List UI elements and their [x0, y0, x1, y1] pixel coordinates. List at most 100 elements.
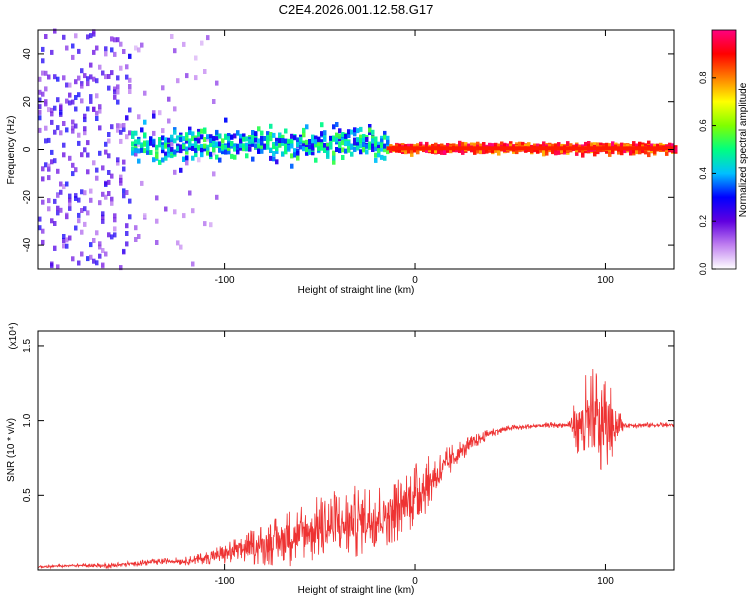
spectrogram-cell [152, 110, 156, 116]
spectrogram-cell [86, 152, 90, 158]
spectrogram-cell [80, 83, 84, 89]
spectrogram-cell [227, 142, 231, 148]
spectrogram-cell [425, 147, 429, 153]
spectrogram-cell [176, 135, 180, 141]
spectrogram-cell [203, 146, 207, 152]
spectrogram-cell [269, 132, 273, 137]
spectrogram-cell [209, 222, 213, 228]
spectrogram-cell [92, 76, 96, 82]
spectrogram-cell [134, 225, 138, 231]
spectrogram-cell [98, 125, 102, 131]
spectrogram-cell [287, 145, 291, 151]
spectrogram-cell [170, 134, 174, 140]
spectrogram-cell [200, 144, 204, 149]
spectrogram-cell [542, 141, 546, 147]
spectrogram-cell [395, 143, 399, 149]
spectrogram-cell [77, 140, 81, 146]
spectrogram-cell [377, 144, 381, 150]
spectrogram-cell [326, 153, 330, 159]
spectrogram-cell [359, 149, 363, 155]
spectrogram-cell [368, 127, 372, 133]
spectrogram-cell [314, 135, 318, 141]
spectrogram-cell [191, 146, 195, 151]
spectrogram-cell [38, 97, 42, 103]
spectrogram-cell [209, 151, 213, 157]
colorbar-tick-label: 0.8 [698, 72, 708, 85]
spectrogram-cell [314, 157, 318, 163]
spectrogram-cell [491, 148, 495, 154]
spectrogram-cell [380, 135, 384, 141]
spectrogram-cell [83, 130, 87, 136]
spectrogram-cell [173, 149, 177, 155]
spectrogram-cell [269, 155, 273, 161]
spectrogram-cell [335, 122, 339, 127]
spectrogram-cell [86, 34, 90, 40]
spectrogram-cell [158, 137, 162, 142]
spectrogram-cell [167, 143, 171, 149]
spectrogram-cell [107, 132, 111, 137]
spectrogram-cell [119, 180, 123, 186]
spectrogram-cell [107, 85, 111, 91]
spectrogram-cell [380, 138, 384, 144]
spectrogram-cell [206, 150, 210, 156]
spectrogram-cell [479, 143, 483, 149]
spectrogram-cell [203, 221, 207, 227]
spectrogram-cell [410, 148, 414, 154]
spectrogram-y-tick-label: 20 [22, 96, 33, 108]
spectrogram-cell [233, 143, 237, 149]
spectrogram-cell [320, 139, 324, 145]
spectrogram-cell [62, 75, 66, 81]
spectrogram-cell [104, 251, 108, 257]
spectrogram-cell [581, 148, 585, 153]
spectrogram-cell [167, 118, 171, 124]
spectrogram-x-tick-label: 100 [597, 275, 614, 286]
spectrogram-cell [542, 148, 546, 154]
spectrogram-cell [251, 141, 255, 147]
spectrogram-cell [269, 136, 273, 142]
spectrogram-cell [644, 149, 648, 155]
spectrogram-cell [305, 124, 309, 130]
spectrogram-cell [371, 147, 375, 152]
spectrogram-cell [122, 159, 126, 165]
spectrogram-cell [338, 128, 342, 134]
spectrogram-cell [383, 134, 387, 140]
spectrogram-cell [287, 138, 291, 144]
spectrogram-cell [359, 138, 363, 143]
spectrogram-cell [632, 148, 636, 154]
spectrogram-cell [284, 146, 288, 152]
snr-y-tick-label: 0.5 [22, 488, 33, 502]
spectrogram-cell [215, 141, 219, 147]
spectrogram-cell [131, 150, 135, 156]
spectrogram-cell [68, 100, 72, 106]
spectrogram-cell [191, 143, 195, 149]
spectrogram-cell [53, 129, 57, 135]
spectrogram-cell [182, 213, 186, 219]
spectrogram-cell [338, 133, 342, 139]
spectrogram-cell [200, 147, 204, 153]
spectrogram-cell [320, 145, 324, 151]
spectrogram-cell [482, 149, 486, 155]
spectrogram-cell [257, 138, 261, 144]
spectrogram-cell [77, 75, 81, 81]
spectrogram-cell [296, 142, 300, 147]
spectrogram-cell [38, 216, 42, 222]
spectrogram-cell [80, 189, 84, 195]
spectrogram-cell [338, 148, 342, 154]
spectrogram-cell [131, 130, 135, 136]
spectrogram-cell [89, 197, 93, 203]
spectrogram-cell [272, 156, 276, 162]
spectrogram-cell [110, 196, 114, 202]
snr-x-tick-label: 100 [597, 576, 614, 587]
spectrogram-cell [650, 143, 654, 149]
spectrogram-cell [167, 137, 171, 143]
spectrogram-cell [110, 36, 114, 42]
spectrogram-cell [173, 106, 177, 112]
spectrogram-cell [89, 254, 93, 260]
spectrogram-cell [185, 155, 189, 161]
spectrogram-cell [95, 230, 99, 236]
spectrogram-cell [269, 123, 273, 129]
spectrogram-cell [68, 205, 72, 211]
spectrogram-cell [143, 141, 147, 147]
spectrogram-cell [50, 159, 54, 165]
